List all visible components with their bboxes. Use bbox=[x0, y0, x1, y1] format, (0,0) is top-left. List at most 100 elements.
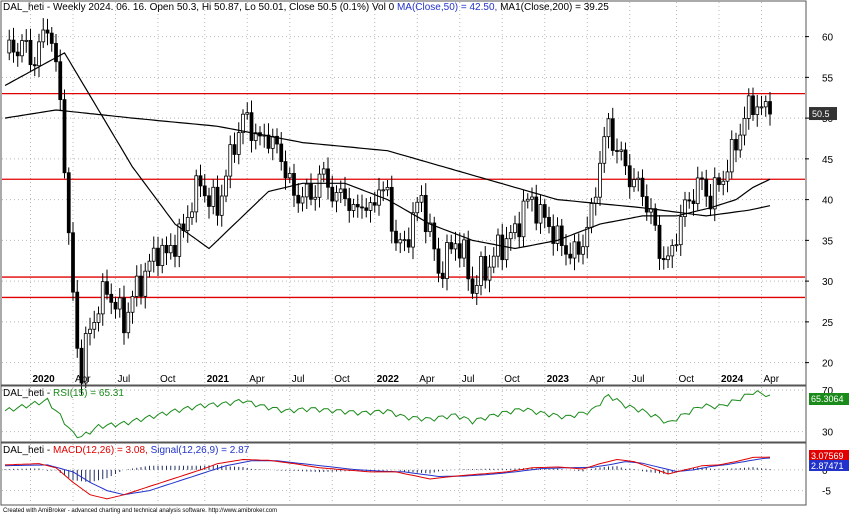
candle bbox=[62, 89, 67, 179]
candle-body bbox=[147, 260, 152, 272]
candle bbox=[75, 280, 80, 358]
candle-body bbox=[275, 135, 279, 145]
candle bbox=[768, 91, 772, 126]
candle bbox=[88, 317, 92, 346]
x-tick-label: Apr bbox=[589, 374, 605, 385]
ma50-line bbox=[4, 52, 771, 250]
candle bbox=[236, 122, 241, 165]
x-tick-label: Apr bbox=[249, 374, 265, 385]
candle-body bbox=[389, 186, 394, 232]
candle bbox=[666, 246, 670, 268]
candle-body bbox=[717, 177, 721, 185]
candle-body bbox=[670, 245, 675, 257]
candle-body bbox=[100, 281, 105, 315]
candle-body bbox=[398, 239, 403, 244]
candle-body bbox=[381, 189, 386, 192]
candle-body bbox=[113, 301, 118, 310]
y-tick-label: 70 bbox=[822, 386, 834, 397]
candle bbox=[746, 88, 751, 130]
x-tick-label: Apr bbox=[764, 374, 780, 385]
rsi-label: RSI(15) = 65.31 bbox=[53, 388, 124, 399]
candle-body bbox=[245, 112, 250, 115]
candle bbox=[729, 130, 734, 179]
candle bbox=[738, 123, 743, 158]
candle bbox=[253, 123, 258, 150]
candle bbox=[37, 33, 41, 78]
candle-body bbox=[415, 201, 420, 214]
candle-body bbox=[606, 118, 611, 138]
candle-body bbox=[228, 144, 233, 177]
candle-body bbox=[411, 212, 415, 248]
candle bbox=[24, 29, 29, 53]
candle-body bbox=[691, 200, 696, 204]
candle bbox=[139, 264, 143, 305]
candle-body bbox=[559, 225, 564, 247]
candle-body bbox=[24, 39, 29, 42]
candle bbox=[466, 230, 471, 291]
candle bbox=[551, 214, 556, 256]
candle bbox=[759, 95, 764, 116]
candle bbox=[355, 194, 360, 218]
candle-body bbox=[547, 216, 551, 227]
x-tick-label: Oct bbox=[160, 374, 176, 385]
candle-body bbox=[700, 177, 704, 180]
ma50-label: MA(Close,50) = 42.50, bbox=[397, 2, 497, 13]
candle-body bbox=[156, 247, 160, 266]
candle bbox=[58, 49, 63, 112]
ohlc-label: Open 50.3, Hi 50.87, Lo 50.01, Close 50.… bbox=[150, 2, 395, 13]
candle-body bbox=[283, 161, 288, 179]
candle-body bbox=[746, 95, 751, 119]
candle-body bbox=[687, 199, 692, 202]
candle bbox=[534, 184, 539, 231]
candle-body bbox=[436, 248, 441, 274]
candle-body bbox=[49, 32, 54, 44]
candle-body bbox=[598, 162, 602, 198]
candle-body bbox=[623, 149, 628, 167]
candle-body bbox=[445, 242, 449, 279]
x-tick-label: 2020 bbox=[33, 374, 56, 385]
candle-body bbox=[725, 171, 730, 182]
symbol-label: DAL_heti - Weekly 2024. 06. 16. bbox=[3, 2, 147, 13]
candle bbox=[623, 142, 628, 176]
candle bbox=[585, 216, 590, 259]
candle bbox=[317, 165, 322, 208]
candle-body bbox=[15, 51, 20, 57]
candle-body bbox=[542, 204, 547, 218]
candle bbox=[296, 183, 301, 213]
candle-body bbox=[644, 196, 649, 213]
candle-body bbox=[500, 234, 505, 261]
ma200-label: MA1(Close,200) = 39.25 bbox=[500, 2, 609, 13]
candle bbox=[695, 166, 700, 211]
candle-body bbox=[712, 177, 717, 210]
x-tick-label: Oct bbox=[504, 374, 520, 385]
macd-last-value: 3.07569 bbox=[811, 451, 844, 461]
candle-body bbox=[721, 180, 726, 185]
candle bbox=[338, 180, 343, 204]
candle-body bbox=[62, 99, 67, 174]
candle bbox=[581, 234, 585, 265]
candle-body bbox=[122, 297, 126, 334]
x-tick-label: 2022 bbox=[377, 374, 400, 385]
candle-body bbox=[338, 188, 343, 193]
candle bbox=[636, 171, 641, 192]
candle-body bbox=[602, 136, 607, 164]
macd-line bbox=[4, 456, 771, 500]
candle-body bbox=[572, 241, 577, 259]
y-tick-label: 25 bbox=[822, 318, 834, 329]
candle bbox=[351, 198, 356, 218]
candle bbox=[283, 150, 288, 190]
candle-body bbox=[619, 149, 624, 152]
candle bbox=[92, 310, 97, 339]
candle-body bbox=[479, 256, 483, 286]
candle bbox=[717, 172, 721, 192]
candle bbox=[674, 233, 679, 252]
candle-body bbox=[674, 244, 679, 247]
candle bbox=[360, 194, 364, 219]
candle-body bbox=[313, 196, 318, 200]
candle-body bbox=[453, 243, 458, 250]
candle-body bbox=[151, 247, 156, 262]
candle-body bbox=[457, 243, 462, 259]
candle-body bbox=[449, 242, 454, 250]
candle-body bbox=[581, 246, 585, 255]
